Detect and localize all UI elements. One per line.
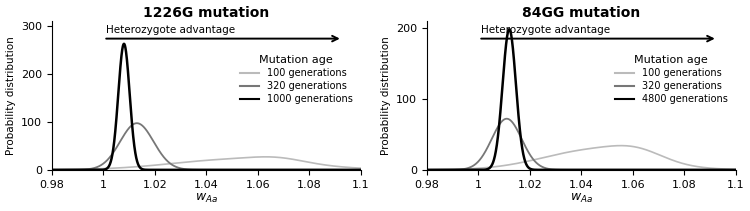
Title: 1226G mutation: 1226G mutation (143, 5, 269, 20)
Text: Heterozygote advantage: Heterozygote advantage (481, 25, 610, 35)
Y-axis label: Probability distribution: Probability distribution (5, 36, 16, 155)
Text: Heterozygote advantage: Heterozygote advantage (106, 25, 235, 35)
Y-axis label: Probability distribution: Probability distribution (380, 36, 391, 155)
Title: 84GG mutation: 84GG mutation (522, 5, 640, 20)
X-axis label: $\mathit{w}_{Aa}$: $\mathit{w}_{Aa}$ (570, 192, 592, 206)
Legend: 100 generations, 320 generations, 4800 generations: 100 generations, 320 generations, 4800 g… (612, 52, 730, 107)
Legend: 100 generations, 320 generations, 1000 generations: 100 generations, 320 generations, 1000 g… (237, 52, 356, 107)
X-axis label: $\mathit{w}_{Aa}$: $\mathit{w}_{Aa}$ (195, 192, 217, 206)
